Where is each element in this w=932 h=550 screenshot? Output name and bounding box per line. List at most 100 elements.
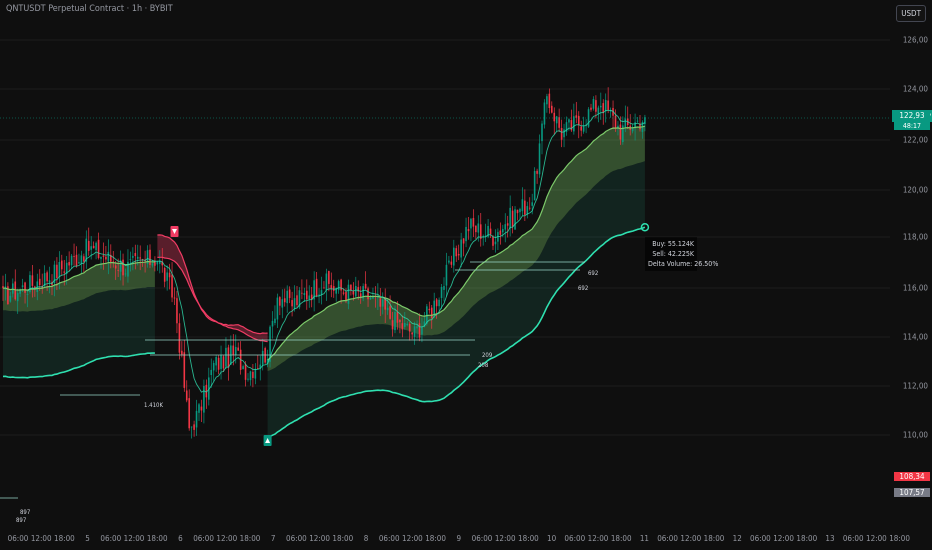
candle-body [222, 356, 225, 369]
candle-body [271, 320, 274, 327]
candle-body [124, 273, 127, 275]
candle-body [9, 295, 12, 302]
time-tick: 8 [363, 534, 369, 543]
candle-body [46, 272, 48, 282]
candle-body [639, 123, 641, 130]
candle-body [2, 286, 4, 289]
currency-button[interactable]: USDT [896, 5, 926, 22]
candle-body [399, 319, 401, 323]
time-tick: 12 [732, 534, 742, 543]
candle-body [190, 426, 193, 428]
candle-body [279, 297, 281, 306]
candle-body [345, 291, 347, 302]
volume-marker-label: 1.410K [144, 402, 163, 409]
candle-body [357, 287, 360, 292]
candle-body [546, 96, 548, 105]
volume-marker-label: 897 [20, 509, 31, 516]
delta-volume-box: Buy: 55.124K Sell: 42.225K Delta Volume:… [645, 237, 718, 271]
candle-body [379, 298, 382, 307]
support-zone [267, 161, 645, 438]
candle-body [391, 320, 394, 330]
candle-body [261, 350, 264, 365]
candle-body [38, 278, 41, 286]
candle-body [315, 278, 318, 297]
candle-body [609, 110, 612, 112]
grid [0, 39, 890, 436]
candle-body [362, 286, 364, 299]
candle-body [325, 273, 328, 291]
candle-body [61, 260, 63, 270]
candle-body [575, 115, 578, 118]
candle-body [288, 289, 291, 298]
candle-body [21, 285, 24, 287]
candle-body [110, 254, 112, 262]
candle-body [132, 255, 134, 258]
candle-body [604, 99, 607, 112]
candle-body [558, 117, 560, 128]
sell-volume: Sell: 42.225K [652, 250, 694, 258]
time-tick: 18:00 [425, 534, 446, 543]
candle-body [31, 275, 34, 286]
volume-marker-label: 897 [16, 517, 27, 524]
price-tick: 116,00 [902, 283, 928, 293]
time-tick: 12:00 [773, 534, 794, 543]
candle-body [406, 323, 409, 326]
candle-body [619, 124, 622, 140]
candle-body [381, 299, 384, 307]
price-tick: 126,00 [902, 35, 928, 45]
candle-body [386, 307, 389, 311]
candle-body [369, 297, 372, 300]
candle-body [595, 100, 597, 112]
time-tick: 06:00 [7, 534, 29, 543]
indicator-lines [0, 109, 650, 499]
candle-body [492, 236, 494, 246]
price-tick: 112,00 [902, 381, 928, 391]
candle-body [73, 256, 75, 258]
price-tick: 118,00 [902, 232, 928, 242]
candle-body [105, 256, 107, 260]
time-tick: 06:00 [657, 534, 678, 543]
up-arrow-icon [265, 438, 271, 443]
candle-body [220, 355, 222, 369]
candle-body [183, 352, 186, 388]
candle-body [582, 125, 585, 132]
candle-body [203, 385, 205, 413]
candle-body [514, 209, 516, 230]
candle-body [435, 299, 438, 307]
candle-body [531, 202, 533, 206]
candle-body [551, 105, 553, 113]
candle-body [600, 105, 602, 108]
volume-marker-label: 692 [578, 285, 589, 292]
last-price-tag: 122,93 [894, 111, 930, 120]
time-tick: 18:00 [146, 534, 168, 543]
candle-body [168, 272, 171, 278]
candle-body [151, 263, 154, 266]
candle-body [580, 126, 582, 131]
candle-body [511, 210, 514, 227]
candle-body [29, 275, 31, 293]
candle-body [43, 273, 46, 287]
candle-body [26, 294, 29, 295]
price-tick: 110,00 [902, 430, 928, 440]
time-tick: 12:00 [866, 534, 887, 543]
candle-body [636, 120, 639, 122]
candle-body [573, 116, 575, 132]
candle-body [87, 240, 90, 251]
candle-body [438, 299, 440, 307]
candle-body [489, 228, 492, 235]
candle-body [254, 368, 257, 379]
candle-body [347, 284, 350, 304]
candle-body [16, 293, 19, 302]
candle-body [117, 269, 119, 271]
down-arrow-icon [172, 229, 177, 234]
time-tick: 18:00 [239, 534, 261, 543]
candle-body [127, 261, 129, 277]
bull-band [3, 261, 155, 312]
candle-body [310, 294, 313, 300]
candle-body [590, 107, 592, 110]
trailing-stop-line [267, 226, 646, 439]
candle-body [440, 287, 443, 299]
candle-body [533, 171, 536, 201]
candle-body [384, 297, 386, 310]
